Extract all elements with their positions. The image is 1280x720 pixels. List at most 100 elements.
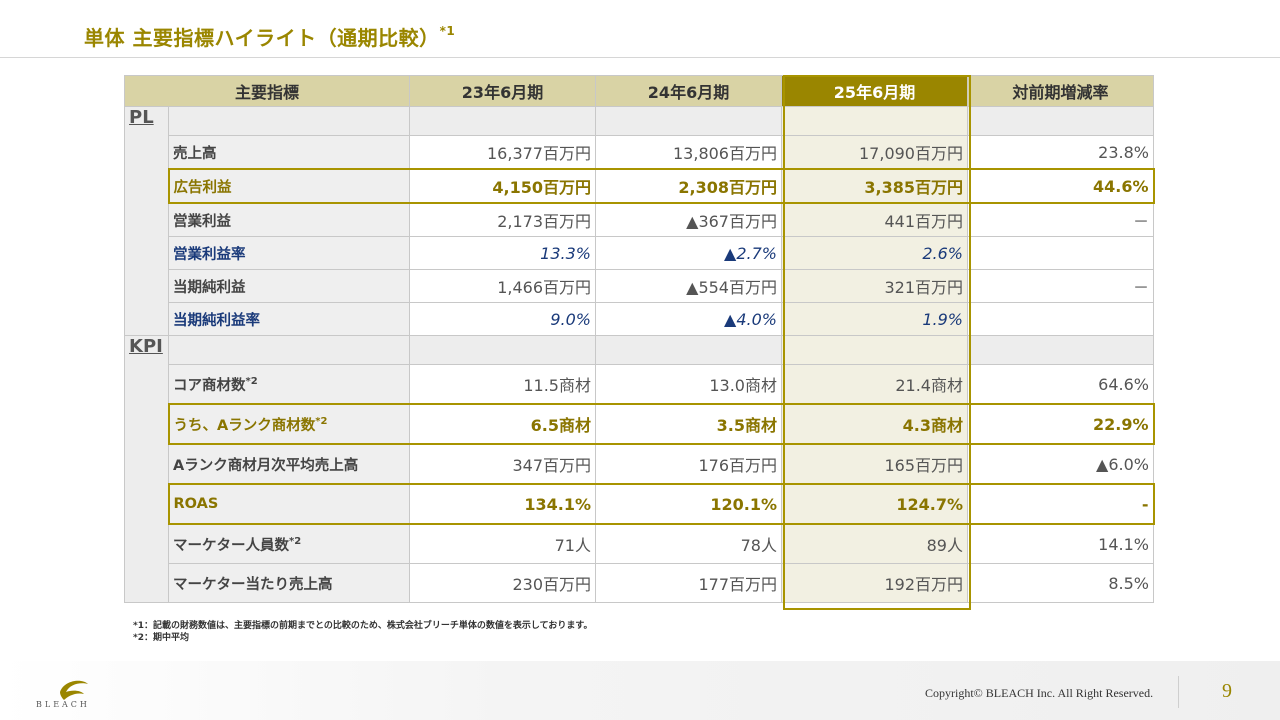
section-band: KPI [124, 335, 1154, 603]
table-row: マーケター当たり売上高 230百万円 177百万円 192百万円 8.5% [125, 563, 1154, 603]
value-cell: 23.8% [967, 135, 1154, 170]
metric-name: 営業利益 [168, 202, 410, 237]
value-cell: 9.0% [409, 302, 596, 336]
value-cell: 3,385百万円 [781, 168, 968, 204]
value-cell: 13,806百万円 [595, 135, 782, 170]
table-header-row: 主要指標 23年6月期 24年6月期 25年6月期 対前期増減率 [124, 75, 1154, 107]
value-cell: ▲554百万円 [595, 269, 782, 303]
metric-name: コア商材数*2 [168, 364, 410, 405]
metric-label: コア商材数 [173, 377, 246, 394]
table-row: Aランク商材月次平均売上高 347百万円 176百万円 165百万円 ▲6.0% [125, 443, 1154, 485]
value-cell: 8.5% [967, 563, 1154, 603]
value-cell: 16,377百万円 [409, 135, 596, 170]
value-cell: 44.6% [967, 168, 1155, 204]
value-cell: 13.0商材 [595, 364, 782, 405]
value-cell: － [967, 202, 1154, 237]
footnote-ref: *2 [289, 535, 302, 547]
section-band-cell [595, 106, 782, 136]
table-row: 当期純利益率 9.0% ▲4.0% 1.9% [125, 302, 1154, 336]
title-divider [0, 57, 1280, 58]
metric-label: Aランク商材月次平均売上高 [173, 457, 359, 474]
table-row: コア商材数*2 11.5商材 13.0商材 21.4商材 64.6% [125, 364, 1154, 405]
value-cell: 176百万円 [595, 443, 782, 485]
section-band-cell [409, 335, 596, 365]
metric-name: マーケター当たり売上高 [168, 563, 410, 603]
value-cell: 441百万円 [781, 202, 968, 237]
metric-label: マーケター当たり売上高 [173, 576, 333, 593]
table-row: 当期純利益 1,466百万円 ▲554百万円 321百万円－ [125, 269, 1154, 303]
table-row: 営業利益 2,173百万円 ▲367百万円 441百万円－ [125, 202, 1154, 237]
metric-name: うち、Aランク商材数*2 [167, 403, 410, 445]
metric-name: 営業利益率 [168, 236, 410, 270]
value-cell: 21.4商材 [781, 364, 968, 405]
kpi-table: 主要指標 23年6月期 24年6月期 25年6月期 対前期増減率 PL 売上高 16… [124, 75, 1155, 603]
value-cell: ▲6.0% [967, 443, 1154, 485]
page-title: 単体 主要指標ハイライト（通期比較）*1 [84, 24, 456, 50]
value-cell: 22.9% [967, 403, 1155, 445]
value-cell: 120.1% [595, 483, 782, 525]
value-cell: 3.5商材 [595, 403, 782, 445]
table-row: うち、Aランク商材数*2 6.5商材 3.5商材 4.3商材 22.9% [125, 403, 1155, 445]
bleach-logo-icon [60, 680, 88, 700]
metric-label: ROAS [173, 496, 219, 512]
value-cell: 2,173百万円 [409, 202, 596, 237]
header-fy24: 24年6月期 [595, 75, 782, 107]
value-cell: 13.3% [409, 236, 596, 270]
value-cell: 4.3商材 [781, 403, 968, 445]
footnote-2: *2：期中平均 [133, 633, 189, 643]
metric-label: うち、Aランク商材数 [173, 417, 316, 434]
section-label: PL [124, 106, 169, 336]
value-cell: 89人 [781, 523, 968, 564]
header-yoy: 対前期増減率 [967, 75, 1154, 107]
section-band-cell [168, 335, 410, 365]
header-metric: 主要指標 [124, 75, 410, 107]
value-cell: 321百万円 [781, 269, 968, 303]
section-band-cell [967, 335, 1154, 365]
value-cell: 230百万円 [409, 563, 596, 603]
value-cell: 11.5商材 [409, 364, 596, 405]
value-cell: - [967, 483, 1155, 525]
value-cell: 1,466百万円 [409, 269, 596, 303]
value-cell: 4,150百万円 [409, 168, 596, 204]
footer-divider [1178, 676, 1179, 708]
header-fy25: 25年6月期 [781, 75, 968, 107]
title-footnote-ref: *1 [439, 24, 456, 39]
value-cell: 78人 [595, 523, 782, 564]
value-cell: 134.1% [409, 483, 596, 525]
table-row: 営業利益率 13.3% ▲2.7% 2.6% [125, 236, 1154, 270]
table-row: マーケター人員数*2 71人 78人 89人 14.1% [125, 523, 1154, 564]
value-cell: 14.1% [967, 523, 1154, 564]
section-label: KPI [124, 335, 169, 603]
footer-band [0, 661, 1280, 720]
value-cell: 6.5商材 [409, 403, 596, 445]
metric-name: 当期純利益率 [168, 302, 410, 336]
page-number: 9 [1222, 680, 1232, 702]
table-row: 売上高 16,377百万円 13,806百万円 17,090百万円 23.8% [125, 135, 1154, 170]
copyright: Copyright© BLEACH Inc. All Right Reserve… [925, 686, 1154, 700]
section-band-cell [168, 106, 410, 136]
value-cell: 192百万円 [781, 563, 968, 603]
value-cell: 347百万円 [409, 443, 596, 485]
metric-name: 売上高 [168, 135, 410, 170]
table-row: 広告利益 4,150百万円 2,308百万円 3,385百万円 44.6% [125, 168, 1155, 204]
value-cell: 64.6% [967, 364, 1154, 405]
value-cell: 71人 [409, 523, 596, 564]
footnote-ref: *2 [315, 415, 328, 427]
section-band-cell [967, 106, 1154, 136]
metric-name: Aランク商材月次平均売上高 [168, 443, 410, 485]
value-cell [967, 302, 1154, 336]
value-cell: 1.9% [781, 302, 968, 336]
metric-label: 売上高 [173, 145, 217, 162]
value-cell [967, 236, 1154, 270]
section-band-cell [781, 335, 968, 365]
table-row: ROAS 134.1% 120.1% 124.7% - [125, 483, 1155, 525]
metric-name: 当期純利益 [168, 269, 410, 303]
value-cell: 2,308百万円 [595, 168, 782, 204]
value-cell: － [967, 269, 1154, 303]
metric-label: 営業利益率 [173, 246, 246, 263]
metric-name: ROAS [167, 483, 410, 525]
value-cell: 165百万円 [781, 443, 968, 485]
metric-label: 当期純利益 [173, 279, 246, 296]
value-cell: ▲2.7% [595, 236, 782, 270]
metric-label: 営業利益 [173, 213, 231, 230]
